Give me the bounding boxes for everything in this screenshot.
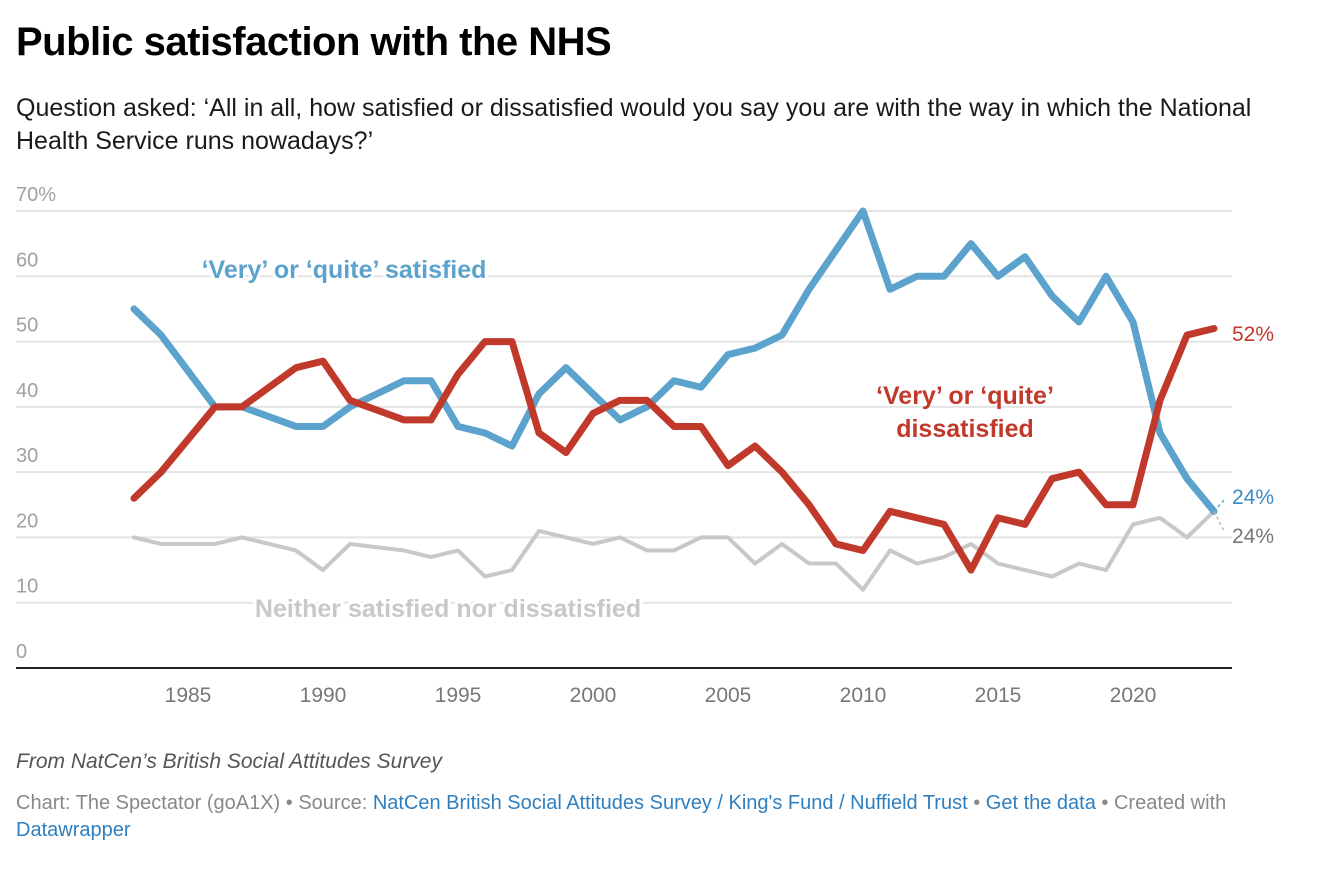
x-tick-label: 1990 <box>300 684 347 707</box>
series-labels: Neither satisfied nor dissatisfied ‘Very’… <box>199 253 1274 626</box>
get-the-data-link[interactable]: Get the data <box>985 792 1096 814</box>
chart-title: Public satisfaction with the NHS <box>16 20 612 64</box>
series-line <box>132 509 1216 592</box>
y-tick-label: 30 <box>16 445 38 467</box>
series-label-neither: Neither satisfied nor dissatisfied <box>255 595 641 623</box>
chart-byline: Chart: The Spectator (goA1X) • Source: N… <box>16 790 1306 844</box>
series-label-satisfied: ‘Very’ or ‘quite’ satisfied <box>202 256 487 284</box>
source-link[interactable]: NatCen British Social Attitudes Survey /… <box>372 792 968 814</box>
byline-prefix: Chart: The Spectator (goA1X) • Source: <box>16 792 373 814</box>
end-value-label: 52% <box>1232 323 1274 346</box>
datawrapper-link[interactable]: Datawrapper <box>16 819 131 841</box>
x-tick-label: 1995 <box>435 684 482 707</box>
y-axis-ticks: 0 10 20 30 40 50 60 70% <box>16 184 56 663</box>
y-tick-label: 0 <box>16 641 27 663</box>
end-value-label: 24% <box>1232 525 1274 548</box>
y-tick-label: 40 <box>16 380 38 402</box>
series-line <box>130 325 1218 574</box>
series-lines <box>130 207 1218 592</box>
y-tick-label: 10 <box>16 576 38 598</box>
x-tick-label: 2015 <box>975 684 1022 707</box>
series-label-dissatisfied: ‘Very’ or ‘quite’ <box>876 382 1054 410</box>
series-label-dissatisfied: dissatisfied <box>896 415 1034 443</box>
end-value-label: 24% <box>1232 486 1274 509</box>
line-chart: 0 10 20 30 40 50 60 70% 1985 1990 1995 2000 2005 201… <box>16 184 1274 707</box>
y-tick-label: 20 <box>16 510 38 532</box>
x-tick-label: 2010 <box>840 684 887 707</box>
x-tick-label: 2020 <box>1110 684 1157 707</box>
y-tick-label: 70% <box>16 184 56 206</box>
byline-separator: • <box>967 792 986 814</box>
end-label-leader <box>1213 499 1225 512</box>
byline-created: • Created with <box>1095 792 1227 814</box>
chart-subtitle: Question asked: ‘All in all, how satisfi… <box>16 94 1252 155</box>
chart-notes: From NatCen’s British Social Attitudes S… <box>16 750 442 773</box>
y-tick-label: 60 <box>16 249 38 271</box>
x-tick-label: 2005 <box>705 684 752 707</box>
x-tick-label: 1985 <box>165 684 212 707</box>
end-label-leader <box>1213 510 1225 532</box>
gridlines <box>16 210 1232 604</box>
x-axis-ticks: 1985 1990 1995 2000 2005 2010 2015 2020 <box>165 684 1157 707</box>
y-tick-label: 50 <box>16 315 38 337</box>
x-tick-label: 2000 <box>570 684 617 707</box>
